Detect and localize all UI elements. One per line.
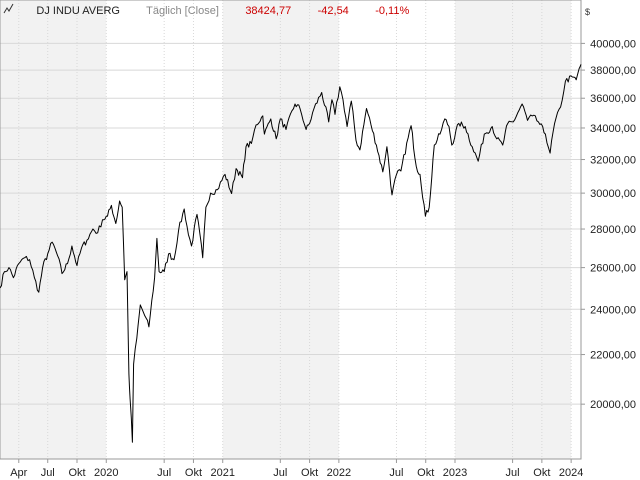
y-tick-label: 34000,00 xyxy=(590,123,636,135)
y-tick-label: 30000,00 xyxy=(590,188,636,200)
y-tick-label: 40000,00 xyxy=(590,38,636,50)
x-tick-label: 2024 xyxy=(559,467,583,479)
interval-label: Täglich [Close] xyxy=(146,5,219,17)
y-tick-label: 22000,00 xyxy=(590,350,636,362)
line-chart-icon xyxy=(3,3,14,14)
x-tick-label: Okt xyxy=(68,467,85,479)
y-tick-label: 32000,00 xyxy=(590,155,636,167)
y-tick-label: 36000,00 xyxy=(590,93,636,105)
chart-header: DJ INDU AVERG Täglich [Close] 38424,77 -… xyxy=(3,3,590,17)
price-line xyxy=(0,64,582,443)
x-tick-label: Jul xyxy=(273,467,287,479)
x-axis: Apr Jul Okt 2020 Jul Okt 2021 Jul Okt 2022 Jul Okt 2… xyxy=(10,459,583,479)
instrument-name: DJ INDU AVERG xyxy=(36,5,120,17)
x-tick-label: 2022 xyxy=(327,467,351,479)
x-tick-label: Okt xyxy=(533,467,550,479)
y-tick-label: 28000,00 xyxy=(590,224,636,236)
y-axis: 20000,00 22000,00 24000,00 26000,00 28000,00… xyxy=(581,38,636,411)
x-tick-label: Okt xyxy=(301,467,318,479)
horizontal-gridlines xyxy=(0,42,581,405)
x-tick-label: Jul xyxy=(41,467,55,479)
x-tick-label: 2020 xyxy=(94,467,118,479)
change-percent: -0,11% xyxy=(375,5,409,17)
y-tick-label: 24000,00 xyxy=(590,304,636,316)
x-tick-label: Okt xyxy=(417,467,434,479)
x-tick-label: 2021 xyxy=(210,467,234,479)
x-tick-label: Jul xyxy=(157,467,171,479)
svg-text:DJ INDU AVERG Täglich [C: DJ INDU AVERG Täglich [Close] 38424,77 -… xyxy=(15,5,425,17)
currency-label: $ xyxy=(585,7,590,17)
x-tick-label: Jul xyxy=(389,467,403,479)
y-tick-label: 20000,00 xyxy=(590,399,636,411)
x-tick-label: Okt xyxy=(185,467,202,479)
y-tick-label: 26000,00 xyxy=(590,263,636,275)
y-tick-label: 38000,00 xyxy=(590,65,636,77)
x-tick-label: Jul xyxy=(506,467,520,479)
x-tick-label: Apr xyxy=(10,467,27,479)
change-value: -42,54 xyxy=(318,5,349,17)
x-tick-label: 2023 xyxy=(443,467,467,479)
last-price: 38424,77 xyxy=(245,5,291,17)
